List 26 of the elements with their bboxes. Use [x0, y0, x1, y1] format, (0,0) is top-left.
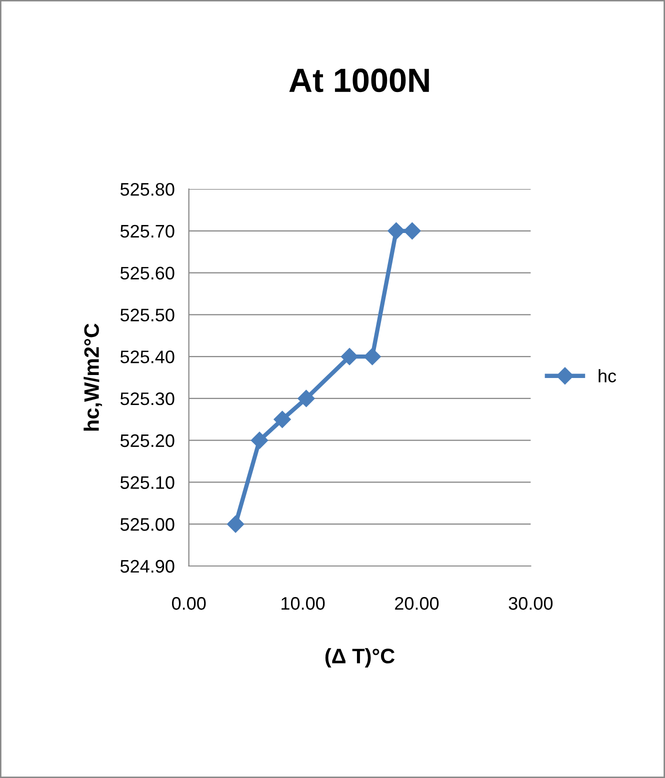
point [227, 516, 244, 533]
legend-label: hc [598, 369, 616, 382]
y-tick-label: 525.20 [120, 434, 174, 448]
x-axis-title: (Δ T)°C [325, 648, 395, 668]
y-tick-label: 524.90 [120, 560, 174, 573]
chart-title: At 1000N [289, 68, 429, 92]
point [388, 222, 405, 240]
point [404, 222, 421, 240]
y-tick-label: 525.50 [120, 308, 174, 322]
x-tick-label: 0.00 [172, 597, 206, 610]
y-tick-label: 525.70 [120, 224, 174, 238]
x-tick-label: 30.00 [508, 597, 553, 610]
y-tick-label: 525.10 [120, 476, 174, 489]
y-tick-label: 525.30 [120, 392, 174, 406]
point [340, 348, 358, 366]
y-tick-label: 525.00 [120, 518, 174, 531]
y-axis-title: hc,W/m2°C [84, 324, 102, 431]
y-tick-label: 525.80 [120, 182, 174, 196]
x-tick-label: 20.00 [395, 597, 439, 610]
y-tick-label: 525.60 [120, 266, 174, 280]
point [250, 432, 268, 449]
x-tick-label: 10.00 [282, 597, 325, 610]
point [298, 390, 315, 408]
point [274, 410, 291, 428]
y-tick-label: 525.40 [120, 350, 174, 364]
point [364, 348, 381, 366]
